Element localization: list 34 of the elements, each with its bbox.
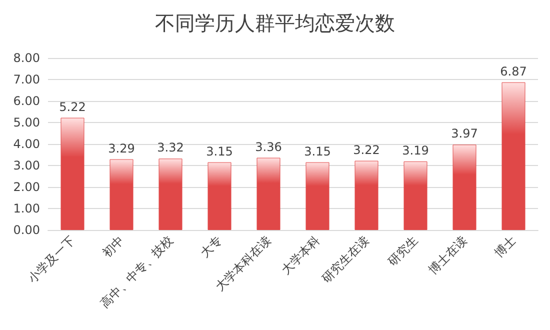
data-label: 3.15 xyxy=(206,144,233,158)
bar xyxy=(306,162,330,230)
data-label: 3.97 xyxy=(451,126,478,141)
y-tick-label: 5.00 xyxy=(13,116,40,130)
data-label: 3.29 xyxy=(108,141,135,156)
data-label: 3.36 xyxy=(255,140,282,154)
chart-title: 不同学历人群平均恋爱次数 xyxy=(155,11,395,35)
y-tick-label: 3.00 xyxy=(13,158,40,172)
y-tick-label: 1.00 xyxy=(13,202,40,216)
bar xyxy=(452,144,476,230)
x-tick-label: 初中 xyxy=(100,233,126,260)
bar xyxy=(502,82,526,230)
data-label: 5.22 xyxy=(59,100,86,114)
y-tick-label: 2.00 xyxy=(13,180,40,194)
bar xyxy=(60,118,84,230)
bar xyxy=(354,160,378,230)
data-label: 3.22 xyxy=(353,142,380,157)
x-tick-label: 研究生 xyxy=(385,233,420,268)
bar xyxy=(256,158,280,230)
bar xyxy=(208,162,232,230)
y-tick-label: 8.00 xyxy=(13,51,40,65)
y-tick-label: 6.00 xyxy=(13,94,40,108)
data-label: 3.32 xyxy=(157,140,184,155)
x-tick-label: 大专 xyxy=(198,233,224,260)
x-tick-label: 博士 xyxy=(492,233,518,260)
y-tick-label: 4.00 xyxy=(13,137,40,151)
bar xyxy=(110,159,134,230)
data-label: 3.19 xyxy=(402,143,429,158)
data-label: 3.15 xyxy=(304,144,331,158)
y-tick-label: 7.00 xyxy=(13,72,40,86)
data-label: 6.87 xyxy=(500,64,527,78)
x-tick-label: 博士在读 xyxy=(426,233,470,277)
bar xyxy=(404,161,428,230)
bar xyxy=(158,158,182,230)
